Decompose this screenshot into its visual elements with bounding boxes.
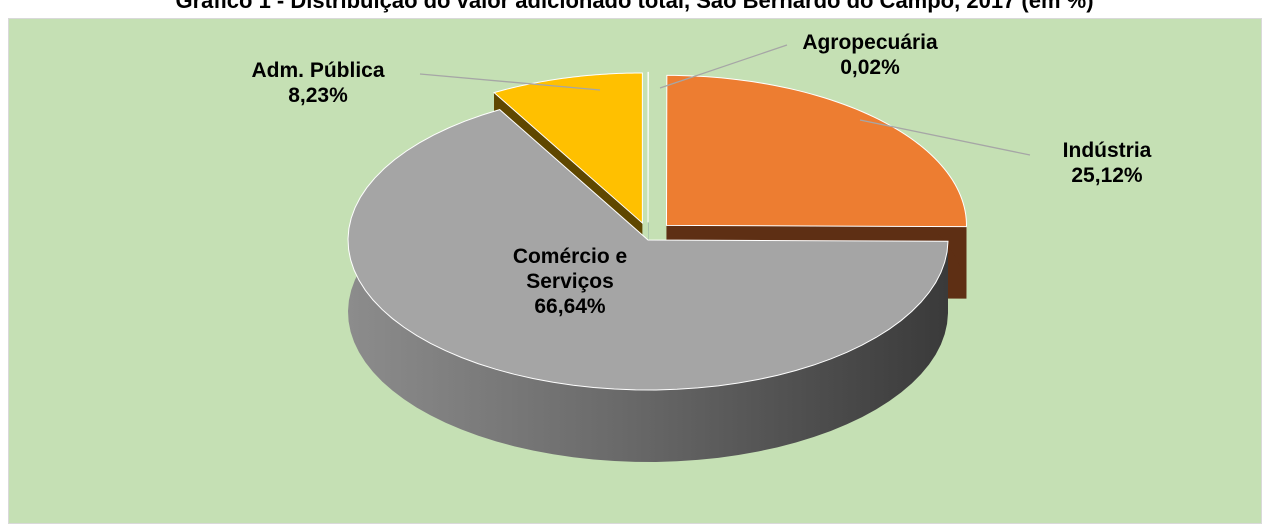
category-label: Adm. Pública [251, 59, 385, 82]
value-label: 0,02% [840, 56, 900, 79]
slice [665, 74, 967, 228]
category-label: Agropecuária [802, 31, 938, 54]
slice [347, 109, 949, 391]
value-label: 25,12% [1071, 164, 1143, 187]
leader-line [419, 73, 601, 91]
leader-line [659, 44, 788, 89]
leader-line [859, 119, 1031, 156]
category-label: Indústria [1062, 139, 1152, 162]
chart-title: Gráfico 1 - Distribuição do valor adicio… [175, 0, 1094, 13]
category-label: Comércio e Serviços [512, 245, 628, 293]
slice [493, 72, 643, 225]
slice-wall [348, 109, 948, 462]
value-label: 8,23% [288, 84, 348, 107]
value-label: 66,64% [534, 295, 606, 318]
